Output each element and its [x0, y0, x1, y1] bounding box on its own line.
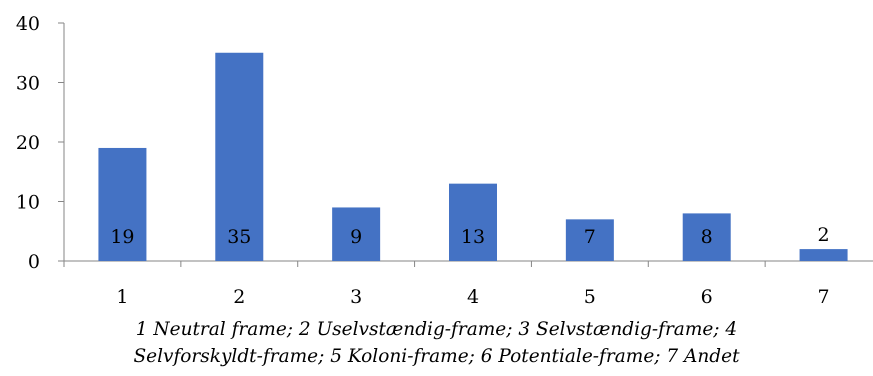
x-tick-label: 6	[701, 286, 713, 308]
chart-caption: 1 Neutral frame; 2 Uselvstændig-frame; 3…	[0, 316, 873, 370]
x-tick-label: 1	[116, 286, 128, 308]
bar	[215, 52, 264, 261]
caption-line-1: 1 Neutral frame; 2 Uselvstændig-frame; 3…	[135, 319, 738, 340]
caption-line-2: Selvforskyldt-frame; 5 Koloni-frame; 6 P…	[133, 346, 740, 367]
x-tick-label: 2	[233, 286, 245, 308]
axes: 0 10 20 30 40 1 2 3 4 5 6 7	[16, 13, 873, 308]
y-tick-label: 30	[16, 73, 40, 95]
x-tick-label: 7	[818, 286, 830, 308]
bar	[332, 207, 381, 261]
data-label: 8	[701, 226, 713, 248]
data-label: 7	[584, 226, 596, 248]
x-tick-label: 4	[467, 286, 479, 308]
bar	[449, 183, 497, 261]
bar-chart: 0 10 20 30 40 1 2 3 4 5 6 7 19 35 9 13 7 8 2	[16, 13, 873, 308]
data-labels: 19 35 9 13 7 8 2	[110, 224, 829, 248]
bar	[799, 249, 848, 261]
data-label: 35	[227, 226, 251, 248]
x-tick-label: 5	[584, 286, 596, 308]
x-tick-label: 3	[350, 286, 362, 308]
y-tick-label: 0	[28, 251, 40, 273]
data-label: 13	[461, 226, 485, 248]
y-tick-label: 10	[16, 192, 40, 214]
data-label: 2	[818, 224, 830, 246]
bars	[98, 52, 848, 261]
bar	[565, 219, 614, 261]
bar	[98, 147, 147, 261]
y-tick-label: 40	[16, 13, 40, 35]
data-label: 19	[110, 226, 134, 248]
data-label: 9	[350, 226, 362, 248]
bar	[682, 213, 731, 261]
y-tick-label: 20	[16, 132, 40, 154]
